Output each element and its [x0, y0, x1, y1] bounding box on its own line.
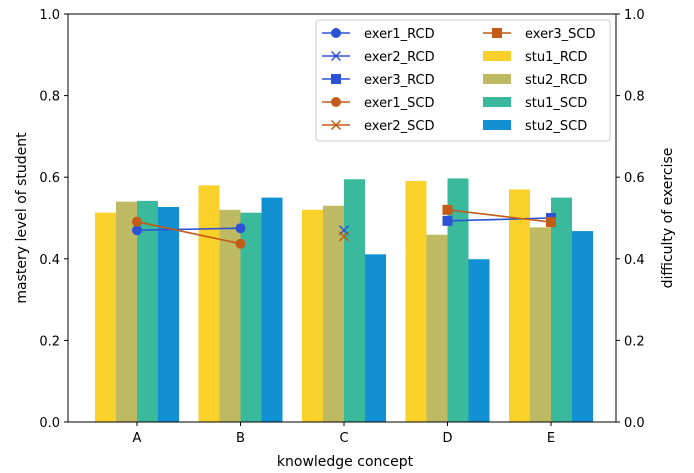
legend-marker: [331, 74, 341, 84]
plot-frame: [67, 13, 617, 423]
bar-stu1_SCD-B: [240, 212, 262, 422]
legend-bar-swatch: [483, 74, 511, 84]
legend-label: stu1_SCD: [525, 96, 587, 111]
bar-series-stu2_SCD: [158, 197, 593, 422]
line-exer1_RCD: [136, 227, 241, 232]
x-axis-label: knowledge concept: [277, 454, 414, 470]
x-tick-label: D: [442, 431, 452, 446]
bar-stu2_SCD-D: [468, 259, 490, 422]
legend-item-exer3_SCD: exer3_SCD: [483, 27, 596, 42]
legend-bar-swatch: [483, 120, 511, 130]
legend-bar-swatch: [483, 51, 511, 61]
line-exer1_SCD: [136, 220, 241, 245]
legend-item-exer3_RCD: exer3_RCD: [322, 73, 435, 88]
x-tick-label: C: [339, 431, 348, 446]
bar-stu2_SCD-B: [261, 197, 283, 422]
bar-series-stu1_RCD: [95, 180, 530, 422]
y-tick-label: 0.6: [39, 171, 60, 186]
y-axis-label: mastery level of student: [14, 132, 30, 304]
bar-stu2_RCD-C: [323, 205, 344, 422]
bar-stu2_RCD-E: [530, 227, 551, 422]
bar-series-stu2_RCD: [116, 201, 551, 422]
line-series-exer1_SCD: [132, 216, 246, 249]
bar-series-stu1_SCD: [137, 178, 572, 422]
legend-item-exer2_SCD: exer2_SCD: [322, 119, 435, 134]
y-tick-label: 0.0: [39, 416, 60, 431]
bar-stu2_RCD-D: [426, 234, 448, 422]
y2-tick-label: 0.2: [624, 334, 645, 349]
bar-stu2_SCD-E: [572, 231, 593, 422]
legend-label: stu2_RCD: [525, 73, 587, 88]
legend-item-exer2_RCD: exer2_RCD: [322, 50, 435, 65]
bar-stu2_RCD-A: [116, 201, 137, 422]
legend-label: stu1_RCD: [525, 50, 587, 65]
legend-marker: [331, 28, 341, 38]
line-series-exer3_SCD: [442, 204, 556, 228]
y2-axis-label: difficulty of exercise: [660, 148, 676, 289]
bars-layer: [95, 178, 593, 422]
legend-item-stu2_SCD: stu2_SCD: [483, 119, 587, 134]
legend-item-stu2_RCD: stu2_RCD: [483, 73, 587, 88]
legend: exer1_RCDexer2_RCDexer3_RCDexer1_SCDexer…: [315, 19, 611, 142]
legend-marker: [331, 97, 341, 107]
point-exer1_SCD-A: [132, 216, 142, 227]
bar-stu1_RCD-D: [405, 180, 427, 422]
legend-label: exer2_RCD: [364, 50, 435, 65]
y2-tick-label: 0.8: [624, 90, 645, 105]
x-tick-label: E: [547, 431, 555, 446]
legend-item-exer1_RCD: exer1_RCD: [322, 27, 435, 42]
y2-tick-label: 1.0: [624, 8, 645, 23]
point-exer3_SCD-E: [546, 217, 556, 228]
x-axis: A B C D E: [133, 422, 555, 446]
legend-frame: [315, 19, 611, 142]
bar-stu1_SCD-A: [137, 200, 158, 422]
x-tick-label: A: [133, 431, 142, 446]
point-exer1_SCD-B: [235, 238, 246, 249]
point-exer3_SCD-D: [442, 204, 453, 215]
y2-tick-label: 0.4: [624, 253, 645, 268]
y2-tick-label: 0.0: [624, 416, 645, 431]
point-exer1_RCD-B: [235, 223, 246, 234]
bar-stu1_RCD-C: [302, 209, 323, 422]
line-series-exer2_SCD: [338, 231, 350, 242]
point-exer3_RCD-D: [442, 215, 453, 226]
line-exer3_RCD: [447, 217, 552, 222]
y-tick-label: 0.8: [39, 90, 60, 105]
legend-marker: [492, 28, 502, 38]
bar-stu1_SCD-C: [344, 179, 365, 422]
legend-marker: [330, 119, 342, 131]
legend-label: exer1_RCD: [364, 27, 435, 42]
bar-stu1_RCD-B: [198, 185, 220, 422]
y2-tick-label: 0.6: [624, 171, 645, 186]
bar-stu1_SCD-E: [551, 197, 572, 422]
line-exer3_SCD: [447, 209, 552, 223]
legend-marker: [330, 50, 342, 62]
point-exer1_RCD-A: [132, 225, 142, 236]
bar-stu1_RCD-A: [95, 212, 116, 422]
bar-stu2_RCD-B: [219, 209, 241, 422]
legend-item-exer1_SCD: exer1_SCD: [322, 96, 435, 111]
left-y-axis: 0.0 0.2 0.4 0.6 0.8 1.0: [39, 8, 68, 431]
legend-item-stu1_SCD: stu1_SCD: [483, 96, 587, 111]
bar-stu2_SCD-A: [158, 206, 179, 422]
bar-stu2_SCD-C: [365, 254, 386, 422]
legend-label: exer1_SCD: [364, 96, 435, 111]
bar-stu1_RCD-E: [509, 189, 530, 422]
point-exer2_SCD-C: [338, 231, 350, 242]
x-tick-label: B: [236, 431, 245, 446]
legend-item-stu1_RCD: stu1_RCD: [483, 50, 587, 65]
bar-stu1_SCD-D: [447, 178, 469, 422]
right-y-axis: 0.0 0.2 0.4 0.6 0.8 1.0: [616, 8, 645, 431]
lines-layer: [132, 204, 556, 249]
line-series-exer1_RCD: [132, 223, 246, 236]
legend-label: exer2_SCD: [364, 119, 435, 134]
legend-label: stu2_SCD: [525, 119, 587, 134]
legend-label: exer3_RCD: [364, 73, 435, 88]
legend-label: exer3_SCD: [525, 27, 596, 42]
y-tick-label: 1.0: [39, 8, 60, 23]
legend-bar-swatch: [483, 97, 511, 107]
y-tick-label: 0.4: [39, 253, 60, 268]
y-tick-label: 0.2: [39, 334, 60, 349]
